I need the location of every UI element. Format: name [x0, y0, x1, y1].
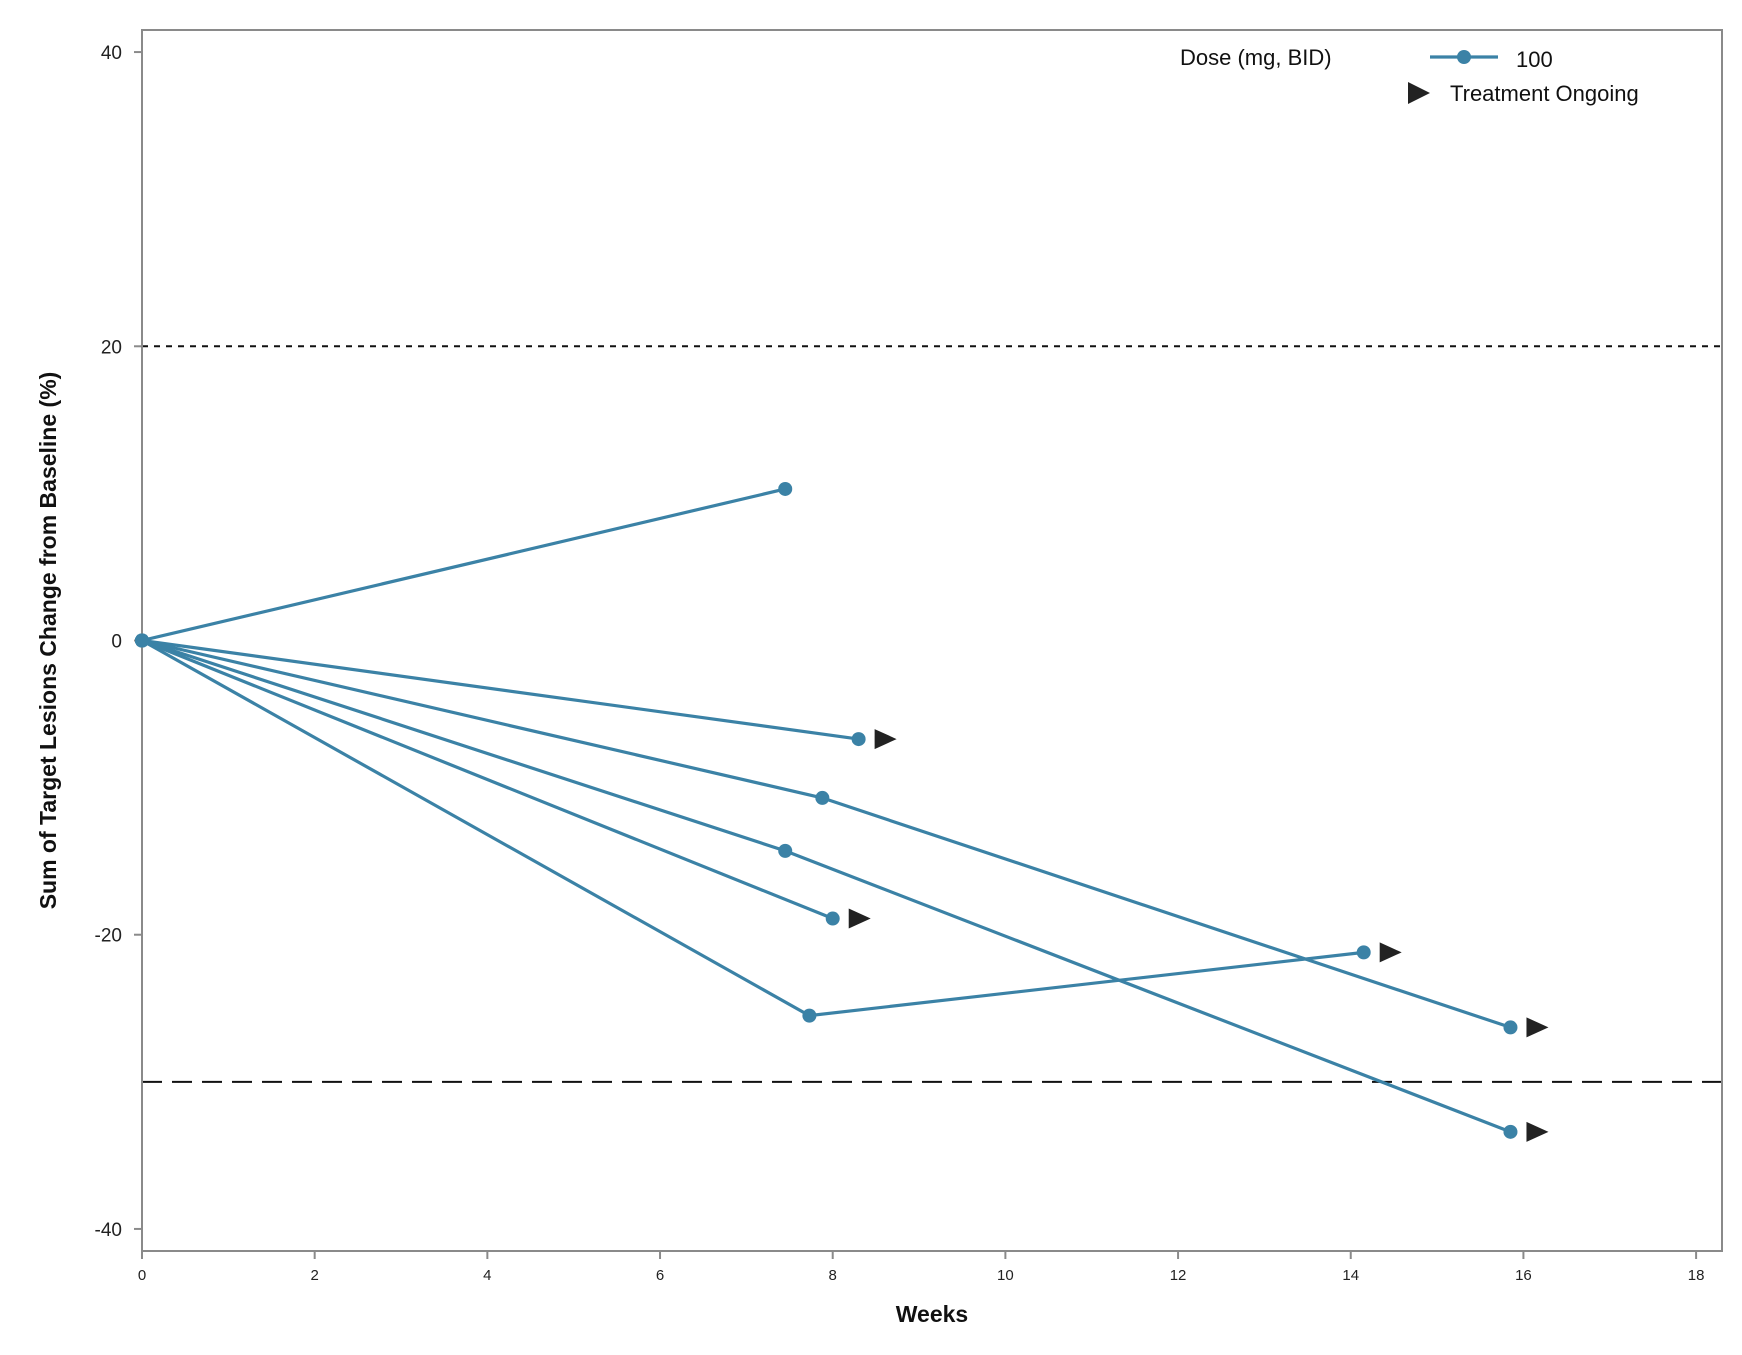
legend-triangle-swatch — [1408, 82, 1430, 104]
x-tick-label: 6 — [656, 1267, 664, 1284]
treatment-ongoing-marker — [1526, 1121, 1549, 1142]
data-point — [802, 1008, 817, 1023]
y-tick-label: -20 — [95, 926, 122, 947]
data-point — [778, 843, 793, 858]
y-tick-label: 40 — [101, 43, 122, 64]
series-2 — [135, 633, 897, 750]
axes: -40 -20 0 20 40 0 2 4 6 8 10 12 14 16 18 — [95, 29, 1723, 1284]
series-line — [141, 639, 834, 921]
x-tick-label: 12 — [1170, 1267, 1187, 1284]
treatment-ongoing-marker — [1379, 942, 1402, 963]
data-point — [1503, 1124, 1518, 1139]
legend: Dose (mg, BID) 100 Treatment Ongoing — [1180, 45, 1639, 106]
legend-title: Dose (mg, BID) — [1180, 45, 1332, 70]
x-tick-label: 8 — [829, 1267, 837, 1284]
x-tick-label: 14 — [1342, 1267, 1359, 1284]
series-line — [141, 638, 1512, 1134]
series-line — [141, 638, 859, 741]
treatment-ongoing-marker — [1526, 1017, 1549, 1038]
y-tick-label: 20 — [101, 337, 122, 358]
x-axis-title: Weeks — [896, 1301, 968, 1327]
x-tick-label: 18 — [1688, 1267, 1705, 1284]
x-tick-label: 0 — [138, 1267, 146, 1284]
reference-lines — [142, 345, 1722, 1083]
y-tick-label: 0 — [111, 632, 122, 653]
y-axis-title: Sum of Target Lesions Change from Baseli… — [35, 372, 61, 910]
series-5 — [135, 633, 871, 929]
series-3 — [135, 633, 1549, 1038]
series-line — [141, 487, 786, 643]
series-6 — [135, 633, 1402, 1023]
x-tick-label: 4 — [483, 1267, 491, 1284]
series-1 — [135, 481, 793, 648]
data-point — [815, 790, 830, 805]
series — [135, 481, 1549, 1142]
legend-circle-swatch — [1457, 50, 1471, 64]
data-point — [851, 732, 866, 747]
y-tick-label: -40 — [95, 1220, 122, 1241]
plot-frame — [141, 29, 1723, 1252]
data-point — [1503, 1020, 1518, 1035]
series-line — [141, 639, 1364, 1018]
data-point — [135, 633, 149, 648]
legend-label: Treatment Ongoing — [1450, 81, 1639, 106]
series-4 — [135, 633, 1549, 1142]
x-tick-label: 10 — [997, 1267, 1014, 1284]
treatment-ongoing-marker — [848, 908, 871, 929]
x-tick-label: 2 — [311, 1267, 319, 1284]
x-tick-label: 16 — [1515, 1267, 1532, 1284]
data-point — [1356, 945, 1371, 960]
treatment-ongoing-marker — [874, 729, 897, 750]
data-point — [825, 911, 840, 926]
legend-label: 100 — [1516, 47, 1553, 72]
data-point — [778, 481, 793, 496]
series-line — [141, 638, 1511, 1029]
